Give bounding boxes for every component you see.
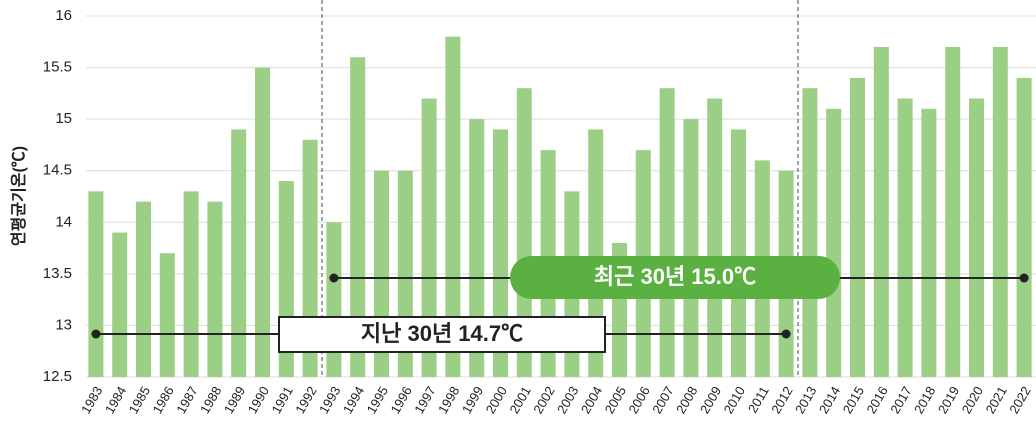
mean-dot bbox=[91, 329, 101, 339]
x-tick-label: 2005 bbox=[602, 384, 629, 417]
x-tick-label: 2009 bbox=[697, 384, 724, 417]
bar bbox=[159, 253, 175, 377]
annotation-box bbox=[278, 316, 606, 353]
bar bbox=[445, 36, 461, 377]
bar bbox=[207, 201, 223, 377]
y-tick-label: 14.5 bbox=[43, 162, 72, 179]
y-tick-label: 14 bbox=[55, 213, 72, 230]
y-tick-label: 16 bbox=[55, 7, 72, 24]
annotation-text: 지난 30년 14.7℃ bbox=[361, 321, 523, 346]
bar bbox=[469, 119, 485, 378]
x-tick-label: 1999 bbox=[459, 384, 486, 417]
x-tick-label: 1989 bbox=[221, 384, 248, 417]
x-tick-label: 2015 bbox=[840, 384, 867, 417]
x-tick-label: 1995 bbox=[364, 384, 391, 417]
x-tick-label: 2014 bbox=[816, 384, 843, 417]
bar bbox=[231, 129, 247, 377]
annotation-pill bbox=[510, 256, 840, 299]
x-tick-label: 1992 bbox=[292, 384, 319, 417]
y-tick-label: 15 bbox=[55, 110, 72, 127]
bar bbox=[659, 88, 675, 377]
bar bbox=[493, 129, 508, 377]
x-tick-label: 2011 bbox=[745, 384, 772, 416]
x-tick-label: 2016 bbox=[863, 384, 890, 417]
x-tick-label: 2020 bbox=[959, 384, 986, 417]
x-tick-label: 2017 bbox=[887, 384, 914, 417]
x-tick-label: 2008 bbox=[673, 384, 700, 417]
mean-dot bbox=[329, 273, 339, 283]
x-tick-label: 2007 bbox=[649, 384, 676, 417]
y-tick-label: 15.5 bbox=[43, 59, 72, 76]
x-tick-label: 1986 bbox=[149, 384, 176, 417]
x-tick-label: 1997 bbox=[411, 384, 438, 417]
x-tick-label: 2006 bbox=[625, 384, 652, 417]
y-tick-label: 12.5 bbox=[43, 368, 72, 385]
bar bbox=[897, 98, 913, 377]
bar bbox=[992, 46, 1008, 377]
bar bbox=[873, 46, 889, 377]
mean-dot bbox=[781, 329, 791, 339]
bar bbox=[350, 57, 366, 377]
x-tick-label: 1985 bbox=[126, 384, 153, 417]
bar bbox=[183, 191, 199, 377]
x-tick-label: 2001 bbox=[506, 384, 533, 417]
x-tick-label: 2018 bbox=[911, 384, 938, 417]
x-tick-label: 1990 bbox=[245, 384, 272, 417]
bar bbox=[826, 108, 842, 377]
x-tick-label: 2019 bbox=[935, 384, 962, 417]
x-tick-label: 2003 bbox=[554, 384, 581, 417]
bar bbox=[802, 88, 818, 377]
bar bbox=[921, 108, 937, 377]
bar bbox=[731, 129, 746, 377]
bar bbox=[850, 77, 865, 377]
bar bbox=[326, 222, 342, 377]
x-tick-label: 2013 bbox=[792, 384, 819, 417]
y-axis-label: 연평균기온(℃) bbox=[10, 146, 28, 246]
x-tick-label: 2000 bbox=[483, 384, 510, 417]
x-tick-label: 1987 bbox=[173, 384, 200, 417]
x-tick-label: 2022 bbox=[1006, 384, 1033, 417]
x-tick-label: 1993 bbox=[316, 384, 343, 417]
bar bbox=[516, 88, 532, 377]
x-tick-label: 2010 bbox=[721, 384, 748, 417]
x-tick-label: 1983 bbox=[78, 384, 105, 417]
bar bbox=[112, 232, 128, 377]
bar bbox=[588, 129, 604, 377]
x-tick-label: 2021 bbox=[982, 384, 1009, 417]
x-tick-label: 1991 bbox=[268, 384, 295, 417]
bar bbox=[421, 98, 437, 377]
bar bbox=[945, 46, 961, 377]
annotation-text: 최근 30년 15.0℃ bbox=[594, 264, 756, 289]
x-tick-label: 2012 bbox=[768, 384, 795, 417]
x-tick-label: 1994 bbox=[340, 384, 367, 417]
x-tick-label: 1996 bbox=[387, 384, 414, 417]
bar bbox=[1016, 77, 1032, 377]
x-tick-label: 1988 bbox=[197, 384, 224, 417]
x-tick-label: 2004 bbox=[578, 384, 605, 417]
y-tick-label: 13 bbox=[55, 316, 72, 333]
x-tick-label: 1998 bbox=[435, 384, 462, 417]
mean-dot bbox=[1019, 273, 1029, 283]
bar bbox=[969, 98, 984, 377]
bar bbox=[683, 119, 699, 378]
x-tick-label: 1984 bbox=[102, 384, 129, 417]
bar bbox=[88, 191, 104, 377]
bar bbox=[255, 67, 270, 378]
x-tick-label: 2002 bbox=[530, 384, 557, 417]
bar bbox=[136, 201, 151, 377]
y-tick-label: 13.5 bbox=[43, 265, 72, 282]
bar bbox=[707, 98, 723, 377]
